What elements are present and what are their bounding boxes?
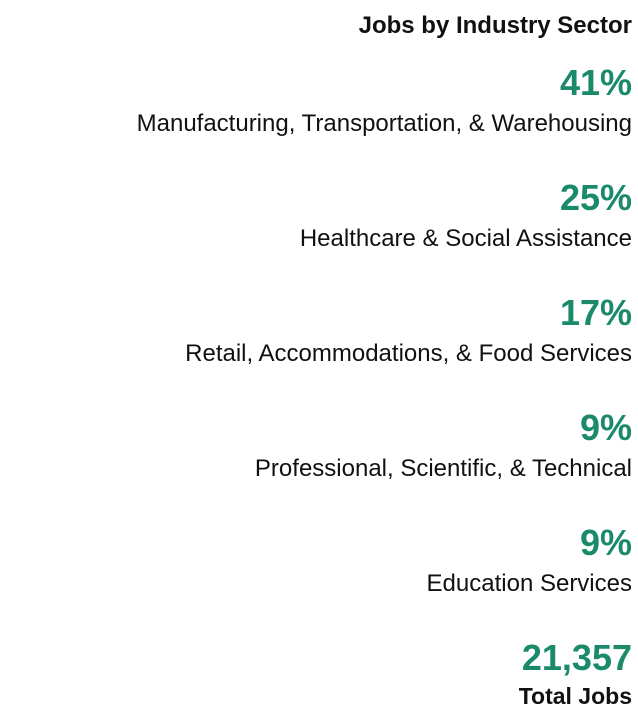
title: Jobs by Industry Sector [358,12,632,39]
sector-name: Education Services [426,570,632,597]
sector-name: Healthcare & Social Assistance [299,225,632,252]
total-label: Total Jobs [518,683,632,709]
sector-percent: 9% [579,407,632,448]
sector-percent: 41% [559,62,632,103]
sector-percent: 9% [579,522,632,563]
sector-name: Manufacturing, Transportation, & Warehou… [136,110,632,137]
sector-percent: 25% [559,177,632,218]
sector-name: Professional, Scientific, & Technical [254,455,632,482]
total-value: 21,357 [521,637,632,678]
sector-percent: 17% [559,292,632,333]
sector-name: Retail, Accommodations, & Food Services [185,340,632,367]
